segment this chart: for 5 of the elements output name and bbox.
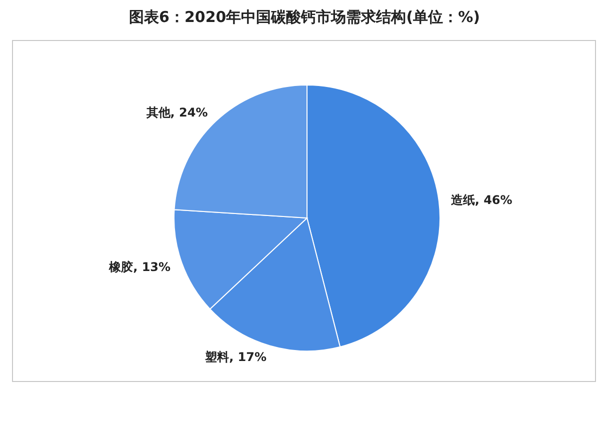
slice-label: 造纸, 46% (450, 192, 512, 207)
slice-label: 其他, 24% (145, 105, 208, 120)
slice-label: 橡胶, 13% (108, 260, 171, 274)
chart-title: 图表6：2020年中国碳酸钙市场需求结构(单位：%) (128, 8, 481, 27)
slice-label: 塑料, 17% (204, 350, 267, 364)
